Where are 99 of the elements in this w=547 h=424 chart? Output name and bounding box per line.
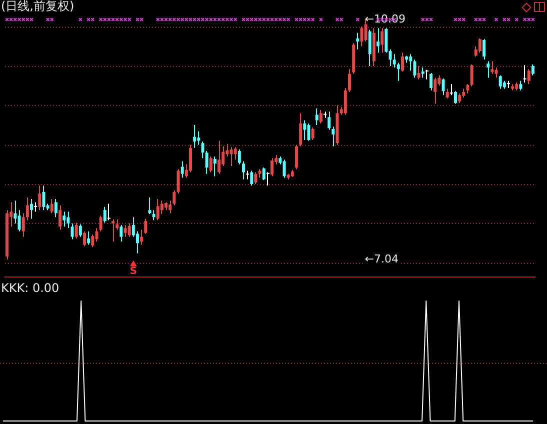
candlestick — [30, 198, 33, 220]
candlestick — [74, 222, 78, 239]
candlestick — [238, 148, 241, 165]
candlestick — [315, 108, 318, 126]
candlestick — [319, 110, 322, 124]
candlestick — [242, 160, 245, 180]
candlestick — [70, 222, 74, 240]
candlestick — [328, 111, 331, 130]
candlestick — [120, 224, 123, 242]
candlestick — [230, 146, 233, 166]
candlestick — [454, 90, 457, 104]
candlestick — [213, 156, 216, 177]
candlestick — [295, 144, 298, 170]
candlestick — [22, 212, 25, 238]
candlestick — [348, 68, 351, 92]
candlestick — [450, 84, 453, 96]
candlestick — [107, 203, 110, 221]
candlestick — [311, 126, 314, 140]
candlestick — [189, 144, 192, 173]
candlestick — [430, 72, 433, 91]
candlestick — [417, 65, 420, 80]
candlestick — [234, 146, 237, 160]
candlestick — [466, 84, 470, 94]
candlestick — [26, 196, 29, 221]
candlestick — [38, 185, 42, 211]
candlestick — [218, 140, 221, 174]
candlestick — [360, 26, 364, 47]
candlestick — [307, 122, 310, 142]
candlestick — [160, 200, 164, 215]
candlestick — [413, 59, 416, 78]
candlestick — [201, 141, 204, 159]
candlestick — [270, 158, 274, 177]
candlestick — [299, 112, 302, 147]
candlestick — [434, 77, 437, 104]
candlestick — [482, 38, 486, 60]
candlestick — [519, 80, 522, 91]
candlestick — [303, 120, 306, 140]
candlestick — [176, 168, 180, 194]
candlestick — [282, 159, 286, 178]
candlestick — [99, 215, 102, 232]
candlestick — [103, 206, 106, 224]
candlestick — [498, 74, 502, 90]
candlestick — [356, 32, 360, 50]
candlestick — [95, 228, 98, 242]
candlestick — [262, 167, 266, 181]
candlestick — [124, 224, 127, 238]
candlestick — [140, 229, 144, 246]
candlestick — [266, 172, 270, 186]
candlestick — [112, 219, 115, 242]
candlestick — [531, 64, 534, 76]
candlestick — [376, 28, 380, 54]
candlestick — [401, 52, 404, 72]
candlestick — [18, 210, 21, 232]
candlestick — [66, 211, 70, 229]
candlestick — [152, 210, 156, 221]
candlestick — [368, 29, 372, 66]
candlestick — [344, 88, 347, 116]
candlestick — [42, 185, 46, 211]
candlestick — [193, 124, 196, 148]
candlestick — [392, 54, 396, 68]
y-tick-label: ←7.04 — [364, 252, 399, 266]
candlestick — [87, 230, 90, 246]
candlestick — [442, 78, 445, 96]
candlestick — [527, 68, 530, 85]
candlestick — [197, 130, 200, 146]
candlestick — [396, 62, 400, 82]
candlestick — [54, 198, 58, 218]
candlestick — [254, 172, 258, 185]
candlestick — [490, 60, 494, 74]
candlestick — [83, 230, 86, 247]
candlestick — [409, 54, 412, 72]
candlestick — [458, 93, 462, 104]
chart-title: (日线,前复权) — [1, 0, 74, 14]
candlestick — [478, 38, 482, 54]
candlestick — [380, 28, 384, 54]
chart-title: KKK: 0.00 — [1, 281, 60, 296]
candlestick — [246, 170, 250, 180]
candlestick — [446, 88, 449, 99]
data-label: S — [130, 266, 138, 277]
candlestick — [91, 234, 94, 248]
candlestick — [494, 67, 498, 78]
candlestick — [58, 204, 62, 230]
candlestick — [205, 150, 208, 174]
candlestick — [523, 64, 526, 83]
candlestick — [486, 60, 490, 78]
candlestick — [156, 198, 160, 221]
candlestick — [144, 218, 148, 234]
candlestick — [421, 67, 424, 78]
candlestick — [34, 202, 38, 212]
candlestick — [425, 69, 428, 80]
candlestick — [128, 222, 131, 238]
candlestick — [50, 198, 54, 214]
candlestick — [209, 156, 212, 173]
candlestick — [470, 64, 474, 87]
candlestick — [180, 160, 184, 178]
candlestick — [148, 196, 152, 215]
candlestick — [250, 170, 254, 186]
candlestick — [78, 224, 82, 238]
candlestick — [62, 211, 66, 228]
